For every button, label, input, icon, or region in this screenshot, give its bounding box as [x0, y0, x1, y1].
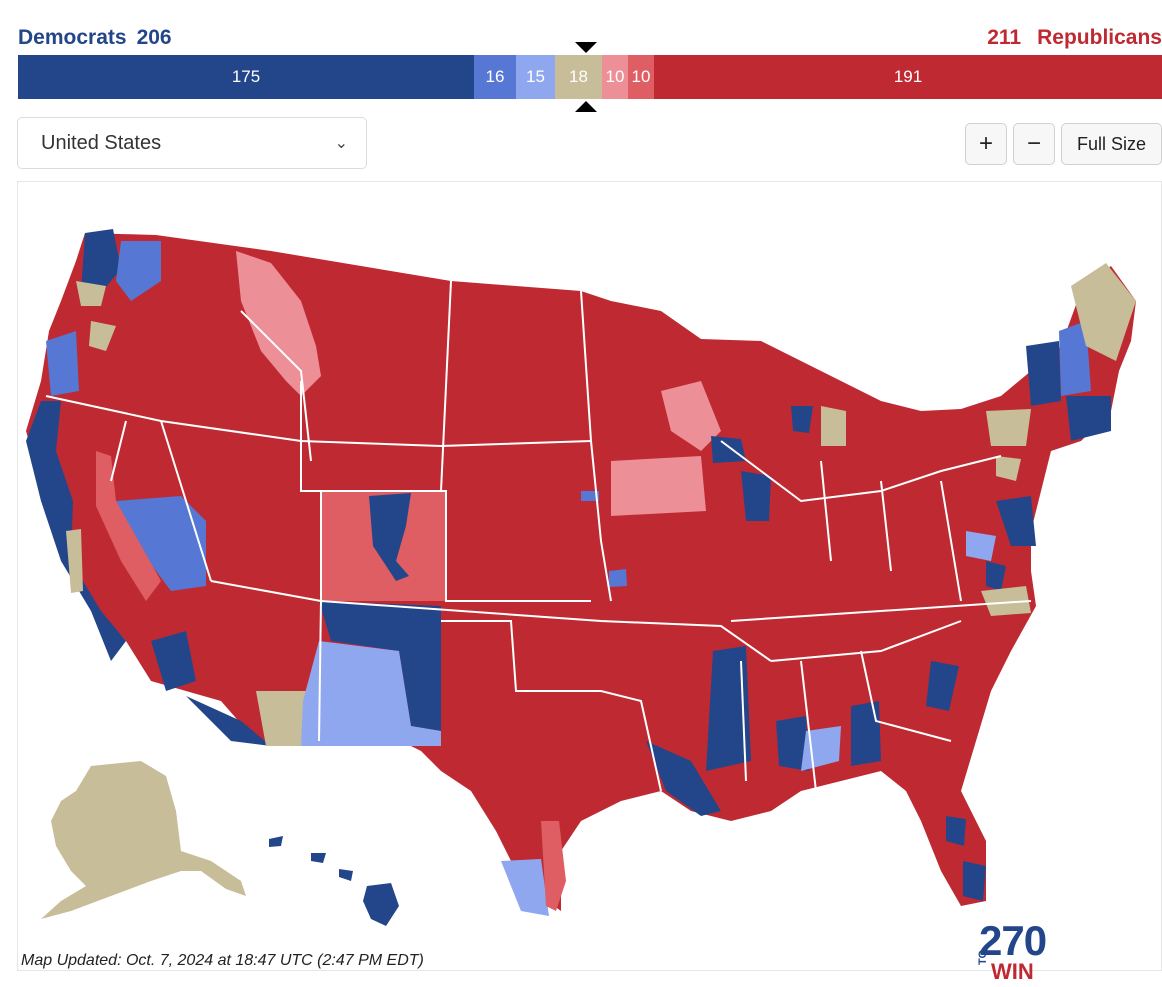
hawaii-shape	[269, 836, 399, 926]
region-new-mexico-dem	[319, 601, 441, 731]
republicans-total: 211 Republicans	[987, 26, 1162, 50]
democrats-label: Democrats	[18, 26, 127, 49]
region-vermont-dem	[1026, 341, 1111, 441]
state-select[interactable]: United States ⌄	[17, 117, 367, 169]
logo-win: WIN	[991, 959, 1034, 984]
region-socal-dem	[151, 631, 271, 746]
seat-bar: 175 16 15 18 10 10 191	[18, 55, 1162, 99]
majority-marker-top-icon	[575, 42, 597, 53]
region-texas-south	[501, 859, 549, 916]
region-louisiana-dem	[646, 741, 721, 816]
map-frame: 270 TO WIN	[17, 181, 1162, 984]
logo-to: TO	[977, 949, 989, 965]
seat-bar-likely-d[interactable]: 16	[474, 55, 516, 99]
full-size-button[interactable]: Full Size	[1061, 123, 1162, 165]
region-midwest-dem	[711, 406, 813, 521]
map-updated-timestamp: Map Updated: Oct. 7, 2024 at 18:47 UTC (…	[21, 952, 424, 969]
logo-number: 270	[979, 917, 1047, 964]
region-mid-atlantic-dem	[986, 496, 1036, 591]
region-nc-tossup	[981, 586, 1031, 616]
brand-logo: 270 TO WIN	[977, 917, 1047, 987]
region-montana-lean-r	[236, 251, 321, 396]
region-mississippi-dem	[706, 646, 959, 771]
democrats-total: Democrats 206	[18, 26, 172, 50]
region-ny-tossup	[986, 409, 1031, 481]
seat-bar-likely-r[interactable]: 10	[628, 55, 654, 99]
majority-marker-bottom-icon	[575, 101, 597, 112]
seat-bar-lean-r[interactable]: 10	[602, 55, 628, 99]
region-new-mexico-lean-d	[301, 641, 441, 746]
seat-bar-lean-d[interactable]: 15	[516, 55, 555, 99]
region-alabama-likely-d	[801, 726, 841, 771]
region-iowa-lean-r	[611, 381, 721, 516]
region-seattle-lean	[46, 241, 161, 396]
seat-bar-safe-r[interactable]: 191	[654, 55, 1162, 99]
region-nh-likely-d	[1059, 321, 1091, 396]
chevron-down-icon: ⌄	[334, 135, 348, 152]
region-kansas-dem	[581, 491, 627, 587]
region-nevada-likely-d	[116, 496, 206, 591]
seat-bar-tossup[interactable]: 18	[555, 55, 602, 99]
region-colorado-dem	[369, 493, 411, 581]
region-cal-tossups	[66, 281, 306, 746]
zoom-in-button[interactable]: +	[965, 123, 1007, 165]
region-cal-likely-r	[96, 451, 161, 601]
region-texas-south-r	[541, 821, 566, 911]
seat-bar-safe-d[interactable]: 175	[18, 55, 474, 99]
republicans-count: 211	[987, 26, 1022, 49]
republicans-label: Republicans	[1037, 26, 1162, 49]
region-virginia-lean-d	[966, 531, 996, 561]
zoom-out-button[interactable]: −	[1013, 123, 1055, 165]
state-borders	[45, 280, 1032, 792]
house-district-map[interactable]	[18, 182, 1161, 970]
region-michigan-tossup	[821, 406, 846, 446]
region-maine-tossup	[1071, 263, 1136, 361]
state-select-value: United States	[41, 131, 162, 154]
party-header: Democrats 206 211 Republicans	[18, 26, 1162, 52]
alaska-shape	[41, 761, 246, 919]
democrats-count: 206	[136, 26, 172, 49]
region-florida-dem	[946, 816, 986, 901]
